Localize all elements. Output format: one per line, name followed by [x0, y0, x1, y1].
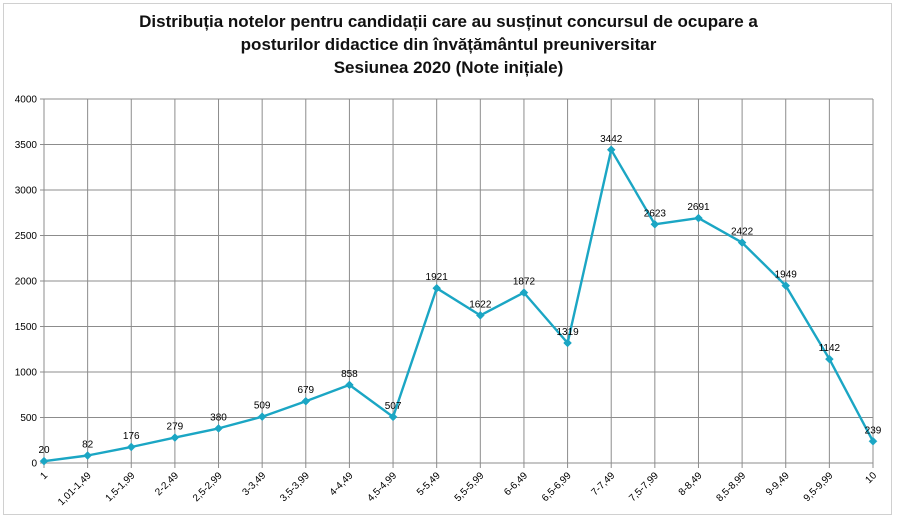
- series-markers: [39, 145, 878, 466]
- data-label: 858: [341, 369, 358, 380]
- x-tick-label: 8-8,49: [677, 470, 705, 498]
- data-label: 82: [82, 440, 94, 451]
- data-point-marker: [257, 412, 267, 422]
- data-label: 509: [254, 401, 271, 412]
- data-point-marker: [39, 456, 49, 466]
- data-label: 1949: [775, 270, 798, 281]
- data-point-marker: [345, 380, 354, 390]
- data-labels: 20 82 176 279 380 509 679 858 507 1921 1622 1872 131…: [38, 134, 881, 456]
- data-point-marker: [432, 283, 442, 293]
- x-tick-label: 1,01-1,49: [56, 470, 94, 508]
- y-tick-label: 1000: [15, 368, 38, 379]
- data-point-marker: [606, 145, 616, 155]
- y-tick-label: 3000: [15, 186, 38, 197]
- data-point-marker: [868, 436, 878, 446]
- y-tick-label: 1500: [15, 322, 38, 333]
- data-point-marker: [214, 424, 223, 433]
- data-label: 2422: [731, 227, 754, 238]
- x-tick-label: 1: [38, 470, 50, 482]
- data-point-marker: [519, 288, 529, 298]
- y-tick-label: 500: [20, 413, 37, 424]
- y-tick-label: 2500: [15, 231, 38, 242]
- data-label: 2691: [687, 202, 710, 213]
- data-label: 176: [123, 431, 140, 442]
- y-tick-label: 3500: [15, 140, 38, 151]
- data-point-marker: [388, 412, 398, 422]
- data-point-marker: [563, 338, 572, 348]
- data-label: 507: [385, 401, 402, 412]
- x-tick-label: 5-5,49: [415, 470, 443, 498]
- x-tick-label: 2-2,49: [153, 470, 181, 498]
- x-axis-tick-labels: 1 1,01-1,49 1,5-1,99 2-2,49 2,5-2,99 3-3,49 3,…: [38, 470, 879, 508]
- x-tick-label: 8,5-8,99: [714, 470, 748, 504]
- chart-frame: [3, 3, 892, 515]
- y-tick-label: 4000: [15, 95, 38, 106]
- data-point-marker: [126, 442, 136, 452]
- data-point-marker: [781, 281, 791, 290]
- x-tick-label: 6,5-6,99: [540, 470, 574, 504]
- x-tick-label: 2,5-2,99: [191, 470, 225, 504]
- x-tick-label: 7,5-7,99: [627, 470, 661, 504]
- data-label: 20: [38, 445, 50, 456]
- data-point-marker: [170, 433, 180, 442]
- data-label: 380: [210, 412, 227, 423]
- x-tick-label: 3-3,49: [240, 470, 268, 498]
- x-tick-label: 9-9,49: [764, 470, 792, 498]
- x-tick-label: 5,5-5,99: [453, 470, 487, 504]
- data-point-marker: [825, 354, 834, 364]
- data-label: 1872: [513, 277, 536, 288]
- x-tick-label: 7-7,49: [590, 470, 618, 498]
- chart-title-line-2: posturilor didactice din învățământul pr…: [240, 35, 657, 54]
- y-axis-tick-labels: 0 500 1000 1500 2000 2500 3000 3500 4000: [15, 95, 38, 470]
- data-label: 239: [865, 425, 882, 436]
- x-tick-label: 1,5-1,99: [104, 470, 138, 504]
- series-line: [43, 148, 875, 463]
- x-tick-label: 4-4,49: [328, 470, 356, 498]
- y-tick-label: 0: [31, 459, 37, 470]
- data-label: 2623: [644, 208, 667, 219]
- data-point-marker: [83, 451, 92, 460]
- data-label: 1622: [469, 299, 492, 310]
- data-label: 1921: [426, 272, 449, 283]
- data-label: 1142: [819, 343, 841, 354]
- chart-title-line-1: Distribuția notelor pentru candidații ca…: [139, 12, 758, 31]
- x-tick-label: 4,5-4,99: [365, 470, 399, 504]
- x-tick-label: 9,5-9,99: [802, 470, 836, 504]
- data-label: 679: [297, 385, 314, 396]
- data-label: 3442: [600, 134, 623, 145]
- y-tick-label: 2000: [15, 277, 38, 288]
- data-label: 1319: [556, 327, 579, 338]
- data-label: 279: [167, 422, 184, 433]
- x-tick-label: 6-6,49: [502, 470, 530, 498]
- x-tick-label: 3,5-3,99: [278, 470, 312, 504]
- x-tick-label: 10: [863, 470, 879, 486]
- gridlines: [40, 98, 874, 468]
- data-point-marker: [694, 213, 703, 223]
- data-point-marker: [475, 311, 485, 320]
- data-point-marker: [301, 396, 311, 406]
- data-point-marker: [737, 238, 747, 247]
- chart-title-line-3: Sesiunea 2020 (Note inițiale): [333, 58, 564, 77]
- chart-title: Distribuția notelor pentru candidații ca…: [0, 10, 897, 79]
- data-point-marker: [650, 219, 660, 229]
- series-polyline: [43, 148, 875, 463]
